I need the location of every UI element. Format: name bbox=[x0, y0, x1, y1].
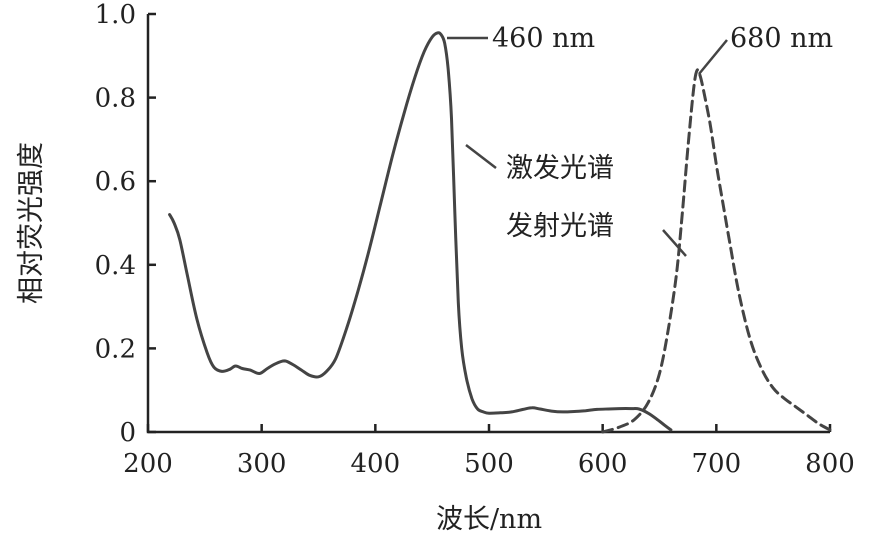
x-axis-title: 波长/nm bbox=[436, 504, 542, 535]
x-tick-label: 600 bbox=[578, 449, 628, 479]
emission-spectrum-line bbox=[601, 68, 832, 434]
leader-emission bbox=[662, 229, 687, 257]
y-tick-label: 0.6 bbox=[95, 167, 136, 197]
x-tick-label: 300 bbox=[237, 449, 287, 479]
leader-680 bbox=[698, 39, 728, 75]
y-tick-label: 1.0 bbox=[95, 0, 136, 30]
annotation-460nm: 460 nm bbox=[492, 23, 595, 54]
x-axis-ticks: 200 300 400 500 600 700 800 bbox=[123, 424, 855, 479]
y-tick-label: 0.4 bbox=[95, 251, 136, 281]
y-axis-title: 相对荧光强度 bbox=[16, 142, 47, 304]
leader-excitation bbox=[465, 144, 497, 169]
y-tick-label: 0.8 bbox=[95, 84, 136, 114]
y-tick-label: 0 bbox=[119, 418, 136, 448]
x-tick-label: 500 bbox=[464, 449, 514, 479]
excitation-spectrum-line bbox=[168, 31, 673, 432]
y-axis-ticks: 0 0.2 0.4 0.6 0.8 1.0 bbox=[95, 0, 156, 448]
annotation-excitation-spectrum: 激发光谱 bbox=[506, 153, 614, 184]
x-tick-label: 700 bbox=[692, 449, 742, 479]
annotation-emission-spectrum: 发射光谱 bbox=[506, 211, 614, 242]
annotations: 460 nm 680 nm 激发光谱 发射光谱 bbox=[447, 23, 833, 257]
y-tick-label: 0.2 bbox=[95, 334, 136, 364]
series-layer bbox=[168, 31, 832, 434]
x-tick-label: 200 bbox=[123, 449, 173, 479]
x-tick-label: 400 bbox=[351, 449, 401, 479]
annotation-680nm: 680 nm bbox=[730, 23, 833, 54]
x-tick-label: 800 bbox=[805, 449, 855, 479]
